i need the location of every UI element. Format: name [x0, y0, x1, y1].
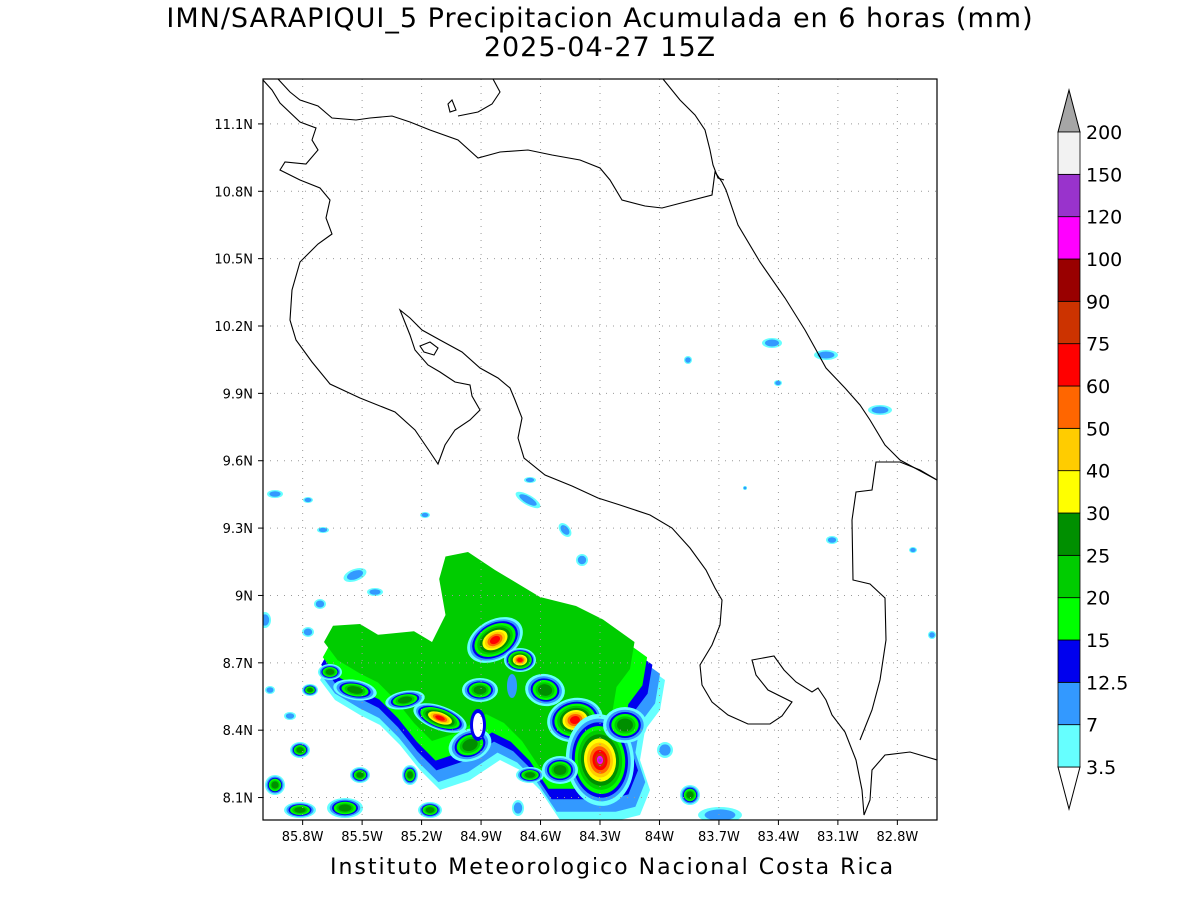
lat-tick-label: 8.4N: [223, 724, 253, 739]
legend-level-label: 75: [1086, 334, 1110, 356]
legend-swatch: [1057, 216, 1081, 260]
lat-tick-label: 9.9N: [223, 387, 253, 402]
legend-swatch: [1057, 597, 1081, 641]
legend-overflow-triangle: [1057, 88, 1081, 133]
coastline: [263, 79, 937, 816]
legend-swatch: [1057, 681, 1081, 726]
legend-level-label: 40: [1086, 461, 1110, 483]
color-legend: 3.5 7 12.5 15 20 25 30 40 50 60 75 90 100 120 150 200: [1057, 88, 1128, 811]
legend-level-label: 12.5: [1086, 672, 1128, 694]
legend-level-label: 20: [1086, 588, 1110, 610]
legend-swatch: [1057, 131, 1081, 175]
longitude-axis: 85.8W 85.5W 85.2W 84.9W 84.6W 84.3W 84W 83.7W 83…: [282, 820, 918, 845]
map-subtitle: 2025-04-27 15Z: [483, 32, 717, 63]
map-title: IMN/SARAPIQUI_5 Precipitacion Acumulada …: [166, 3, 1034, 34]
credit-text: Instituto Meteorologico Nacional Costa R…: [330, 855, 896, 880]
legend-level-label: 100: [1086, 249, 1122, 271]
latitude-axis: 8.1N 8.4N 8.7N 9N 9.3N 9.6N 9.9N 10.2N 10.5N 10.8…: [214, 118, 263, 807]
lon-tick-label: 83.7W: [698, 830, 740, 845]
lat-tick-label: 8.7N: [223, 657, 253, 672]
legend-swatch: [1057, 300, 1081, 345]
legend-level-label: 90: [1086, 291, 1110, 313]
legend-swatch: [1057, 724, 1081, 768]
lat-tick-label: 9.3N: [223, 522, 253, 537]
lon-tick-label: 85.8W: [282, 830, 324, 845]
legend-swatch: [1057, 512, 1081, 556]
legend-swatch: [1057, 173, 1081, 218]
lat-tick-label: 11.1N: [214, 118, 253, 133]
lon-tick-label: 82.8W: [876, 830, 918, 845]
legend-swatch: [1057, 258, 1081, 302]
lon-tick-label: 84.3W: [579, 830, 621, 845]
lat-tick-label: 10.5N: [214, 253, 253, 268]
legend-level-label: 150: [1086, 164, 1122, 186]
lon-tick-label: 84.9W: [460, 830, 502, 845]
lon-tick-label: 84.6W: [520, 830, 562, 845]
lat-tick-label: 10.8N: [214, 185, 253, 200]
lat-tick-label: 8.1N: [223, 792, 253, 807]
lon-tick-label: 85.2W: [401, 830, 443, 845]
legend-swatch: [1057, 470, 1081, 514]
legend-level-label: 60: [1086, 376, 1110, 398]
legend-swatch: [1057, 427, 1081, 472]
lat-tick-label: 9N: [235, 589, 253, 604]
legend-level-label: 7: [1086, 715, 1098, 737]
lon-tick-label: 84W: [645, 830, 675, 845]
lat-tick-label: 10.2N: [214, 320, 253, 335]
legend-swatch: [1057, 554, 1081, 599]
legend-level-label: 30: [1086, 503, 1110, 525]
legend-underflow-triangle: [1057, 766, 1081, 811]
legend-level-label: 120: [1086, 207, 1122, 229]
lon-tick-label: 83.4W: [758, 830, 800, 845]
lat-tick-label: 9.6N: [223, 455, 253, 470]
legend-level-label: 25: [1086, 545, 1110, 567]
grid-lines: [263, 79, 937, 820]
legend-swatch: [1057, 343, 1081, 387]
lon-tick-label: 85.5W: [341, 830, 383, 845]
lon-tick-label: 83.1W: [817, 830, 859, 845]
legend-swatch: [1057, 385, 1081, 429]
precipitation-field: [263, 338, 936, 820]
legend-level-label: 50: [1086, 418, 1110, 440]
legend-swatch: [1057, 639, 1081, 683]
legend-level-label: 3.5: [1086, 757, 1116, 779]
legend-level-label: 15: [1086, 630, 1110, 652]
legend-level-label: 200: [1086, 122, 1122, 144]
